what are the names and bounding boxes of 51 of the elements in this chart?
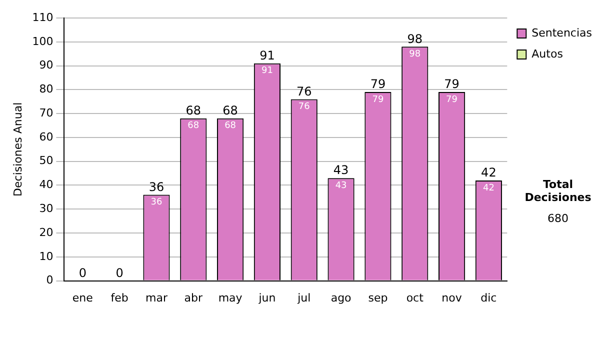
y-tick-label: 80 — [39, 82, 54, 96]
y-tick-label: 90 — [39, 58, 54, 72]
y-tick-label: 50 — [39, 154, 54, 168]
y-tick-label: 100 — [32, 34, 54, 48]
x-tick-label: sep — [368, 291, 388, 304]
total-label: 0 — [78, 266, 86, 280]
total-label: 68 — [222, 103, 238, 118]
data-label: 43 — [335, 180, 347, 191]
data-label: 42 — [482, 183, 494, 194]
y-tick-label: 30 — [39, 202, 54, 215]
x-tick-label: may — [218, 291, 243, 304]
data-label: 79 — [446, 94, 458, 105]
total-label: 98 — [407, 32, 423, 46]
x-tick-label: jun — [258, 291, 276, 304]
total-label: 79 — [444, 77, 460, 92]
y-tick-label: 0 — [46, 274, 54, 287]
x-tick-label: ene — [72, 291, 94, 304]
total-label: 43 — [333, 163, 349, 178]
y-tick-label: 70 — [39, 106, 54, 120]
total-label: 79 — [370, 77, 386, 92]
text: Total Decisiones — [524, 178, 592, 204]
data-label: 76 — [298, 102, 310, 112]
x-tick-label: jul — [296, 291, 311, 304]
y-tick-label: 10 — [39, 250, 54, 263]
y-tick-label: 60 — [39, 130, 54, 144]
y-axis-title: Decisiones Anual — [11, 102, 24, 196]
x-tick-label: nov — [442, 291, 462, 304]
y-tick-label: 40 — [39, 178, 54, 192]
x-tick-label: abr — [184, 291, 203, 304]
x-tick-label: dic — [480, 291, 497, 304]
total-label: 68 — [186, 103, 202, 118]
total-label: 36 — [148, 180, 164, 194]
data-label: 98 — [409, 50, 421, 60]
total-label: 0 — [116, 266, 124, 280]
text: 680 — [546, 212, 570, 225]
data-label: 79 — [372, 94, 384, 105]
total-label: 76 — [296, 84, 312, 98]
x-tick-label: feb — [110, 291, 128, 304]
legend-label: Sentencias — [532, 26, 592, 40]
total-label: 42 — [481, 166, 496, 180]
legend-label: Autos — [532, 47, 564, 60]
y-tick-label: 110 — [32, 10, 54, 24]
y-tick-label: 20 — [39, 226, 54, 239]
data-label: 36 — [150, 198, 162, 208]
x-tick-label: oct — [406, 291, 424, 304]
data-label: 91 — [261, 66, 273, 76]
x-tick-label: mar — [145, 291, 168, 304]
data-label: 68 — [224, 121, 236, 132]
data-label: 68 — [188, 121, 200, 132]
total-label: 91 — [260, 48, 275, 63]
x-tick-label: ago — [330, 291, 352, 304]
